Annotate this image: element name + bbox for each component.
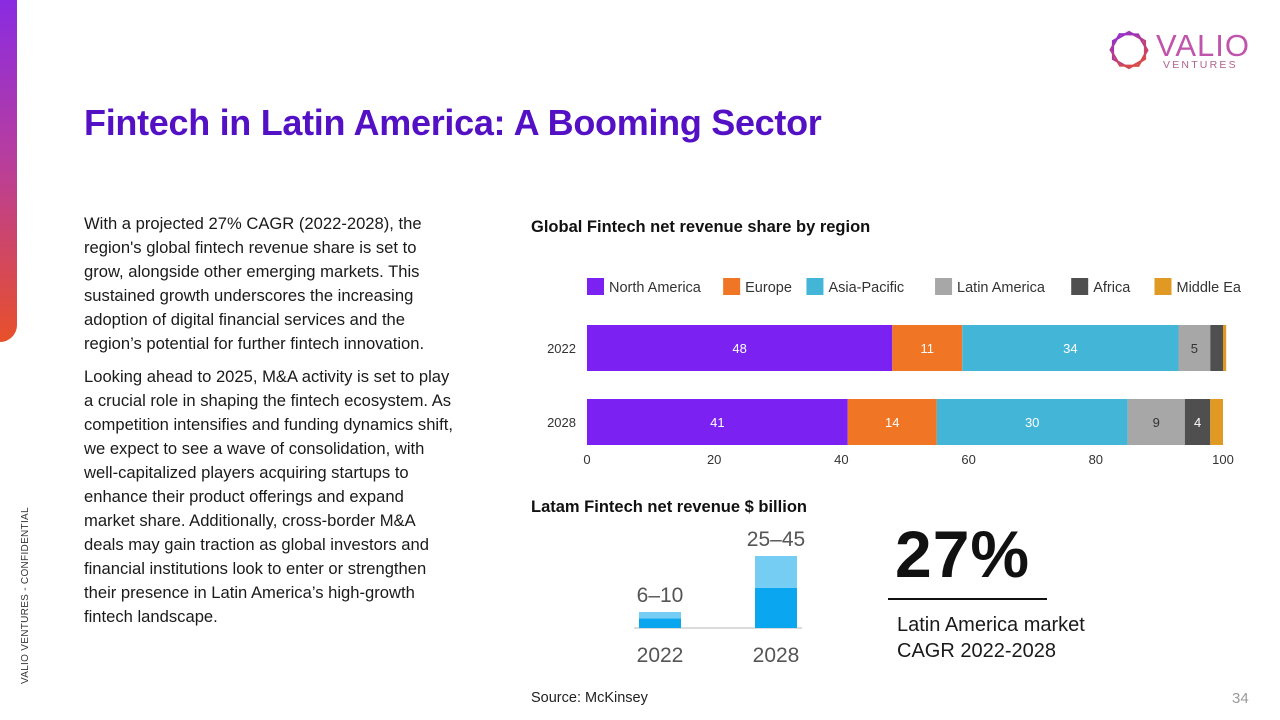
bar-2022-latin-america <box>1178 325 1211 371</box>
category-label-2022: 2022 <box>637 644 684 667</box>
data-label: 11 <box>921 341 935 356</box>
paragraph-ma: Looking ahead to 2025, M&A activity is s… <box>84 367 453 626</box>
legend-swatch <box>587 278 604 295</box>
logo-subtitle: VENTURES <box>1163 59 1238 71</box>
legend-label: Asia-Pacific <box>828 280 904 296</box>
legend-swatch <box>723 278 741 295</box>
bar-2028-asia-pacific <box>936 399 1128 445</box>
data-label: 34 <box>1063 341 1077 356</box>
revenue-share-chart-title: Global Fintech net revenue share by regi… <box>531 218 871 236</box>
cagr-stat: 27% <box>895 517 1031 591</box>
legend-swatch <box>1071 278 1089 295</box>
legend-label: Latin America <box>957 280 1046 296</box>
bar-2022-asia-pacific <box>962 325 1179 371</box>
confidential-label: VALIO VENTURES - CONFIDENTIAL <box>20 507 31 684</box>
hexagon-logo-icon <box>1109 30 1149 70</box>
bar-2028-north-america <box>587 399 848 445</box>
latam-revenue-chart-title: Latam Fintech net revenue $ billion <box>531 498 807 516</box>
legend-label: Middle East <box>1177 280 1242 296</box>
bar-2022-middle-east <box>1223 325 1227 371</box>
range-bar-low-2022 <box>639 618 681 628</box>
revenue-share-chart: North America Europe Asia-Pacific Latin Ame… <box>547 278 1242 467</box>
latam-revenue-chart: 6–10 2022 25–45 2028 <box>634 530 805 667</box>
page-title: Fintech in Latin America: A Booming Sect… <box>84 102 822 143</box>
data-label: 14 <box>885 415 899 430</box>
paragraph-cagr: With a projected 27% CAGR (2022-2028), t… <box>84 214 425 353</box>
range-bar-low-2028 <box>755 588 797 628</box>
cagr-caption: Latin America market CAGR 2022-2028 <box>897 614 1085 662</box>
logo-wordmark: VALIO <box>1156 28 1251 63</box>
x-tick-label: 80 <box>1089 452 1103 467</box>
data-label: 48 <box>732 341 746 356</box>
category-label-2028: 2028 <box>547 415 576 430</box>
data-label: 4 <box>1194 415 1201 430</box>
legend-swatch <box>1154 278 1172 295</box>
bar-2028-middle-east <box>1210 399 1223 445</box>
x-tick-label: 20 <box>707 452 721 467</box>
stat-divider <box>888 598 1047 600</box>
bar-2022-africa <box>1210 325 1223 371</box>
page-number: 34 <box>1232 690 1249 707</box>
range-label-2022: 6–10 <box>637 584 684 607</box>
range-label-2028: 25–45 <box>747 530 805 551</box>
data-label: 9 <box>1153 415 1160 430</box>
company-logo: VALIO VENTURES <box>1106 28 1249 74</box>
legend-item-europe: Europe <box>723 278 792 296</box>
x-tick-label: 0 <box>583 452 590 467</box>
bar-2022-north-america <box>587 325 893 371</box>
legend-item-asia-pacific: Asia-Pacific <box>806 278 904 296</box>
legend-swatch <box>806 278 824 295</box>
accent-bar <box>0 0 17 342</box>
bar-2028-latin-america <box>1127 399 1185 445</box>
category-label-2028: 2028 <box>753 644 800 667</box>
source-note: Source: McKinsey <box>531 690 648 706</box>
legend-label: Europe <box>745 280 792 296</box>
data-label: 30 <box>1025 415 1039 430</box>
legend-item-north-america: North America <box>587 278 702 296</box>
x-tick-label: 100 <box>1212 452 1234 467</box>
legend-label: North America <box>609 280 702 296</box>
legend-swatch <box>935 278 953 295</box>
range-bar-high-2022 <box>639 612 681 619</box>
data-label: 41 <box>710 415 724 430</box>
legend-label: Africa <box>1093 280 1131 296</box>
legend-item-latin-america: Latin America <box>935 278 1046 296</box>
range-bar-high-2028 <box>755 556 797 588</box>
category-label-2022: 2022 <box>547 341 576 356</box>
x-tick-label: 40 <box>834 452 848 467</box>
data-label: 5 <box>1191 341 1198 356</box>
legend-item-middle-east: Middle East <box>1154 278 1242 296</box>
bar-2028-africa <box>1184 399 1211 445</box>
x-tick-label: 60 <box>961 452 975 467</box>
legend-item-africa: Africa <box>1071 278 1131 296</box>
bar-2022-europe <box>892 325 963 371</box>
bar-2028-europe <box>847 399 937 445</box>
body-text: With a projected 27% CAGR (2022-2028), t… <box>84 212 456 638</box>
